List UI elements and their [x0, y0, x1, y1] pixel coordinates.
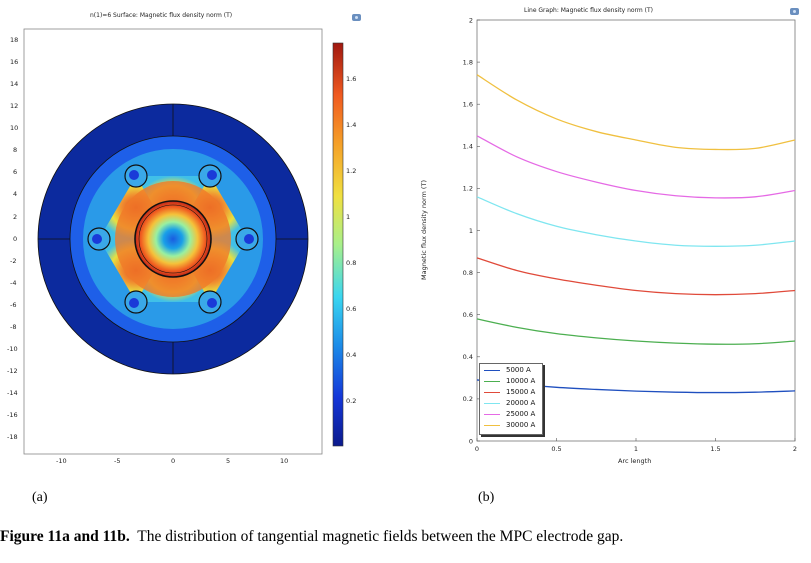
y-tick-label: 0.6 — [463, 311, 473, 319]
surface-plot — [23, 28, 344, 455]
y-tick-label: 8 — [13, 146, 18, 154]
colorbar-tick: 1.6 — [346, 75, 357, 83]
series-line — [476, 257, 796, 296]
y-tick-label: -12 — [7, 367, 18, 375]
colorbar-tick: 0.8 — [346, 259, 357, 267]
figure-caption: Figure 11a and 11b. The distribution of … — [0, 528, 623, 546]
y-tick-label: 0.8 — [463, 269, 473, 277]
x-tick-label: 1 — [634, 445, 638, 453]
y-tick-label: -10 — [7, 345, 18, 353]
legend-entry: 10000 A — [484, 377, 535, 388]
y-tick-label: 2 — [469, 16, 473, 24]
y-tick-label: 10 — [10, 124, 19, 132]
legend-entry: 5000 A — [484, 366, 531, 377]
line-graph-panel: Line Graph: Magnetic flux density norm (… — [420, 0, 811, 475]
chart-legend: 5000 A 10000 A 15000 A 20000 A 25000 A 3… — [479, 363, 543, 435]
caption-text: The distribution of tangential magnetic … — [137, 528, 624, 545]
series-line — [476, 196, 796, 247]
legend-entry: 15000 A — [484, 388, 535, 399]
y-tick-label: 16 — [10, 58, 19, 66]
y-tick-label: 12 — [10, 102, 19, 110]
caption-bold: Figure 11a and 11b. — [0, 528, 130, 545]
y-tick-label: -6 — [10, 301, 17, 309]
line-chart: 0 0.2 0.4 0.6 0.8 1 1.2 1.4 1.6 1.8 2 0 0.5 1 1.5 2 — [463, 16, 797, 453]
y-tick-label: 6 — [13, 168, 18, 176]
y-tick-label: 1.2 — [463, 185, 473, 193]
x-tick-label: 2 — [793, 445, 797, 453]
y-tick-label: 1.6 — [463, 101, 473, 109]
legend-entry: 30000 A — [484, 421, 535, 432]
series-line — [476, 318, 796, 345]
x-axis-label: Arc length — [618, 457, 652, 465]
y-tick-label: 2 — [13, 213, 18, 221]
y-tick-label: 0.2 — [463, 395, 473, 403]
y-tick-label: 18 — [10, 36, 19, 44]
y-tick-label: -18 — [7, 433, 18, 441]
x-tick-label: 10 — [280, 457, 289, 465]
x-tick-label: 0 — [171, 457, 176, 465]
y-tick-label: -14 — [7, 389, 18, 397]
colorbar-tick: 1 — [346, 213, 351, 221]
colorbar-tick: 1.2 — [346, 167, 357, 175]
y-tick-label: 4 — [13, 190, 18, 198]
surface-plot-title: n(1)=6 Surface: Magnetic flux density no… — [90, 12, 233, 19]
y-tick-label: 1.8 — [463, 58, 473, 66]
x-tick-label: 0.5 — [551, 445, 561, 453]
y-axis-label: Magnetic flux density norm (T) — [419, 180, 428, 280]
y-tick-label: 0.4 — [463, 353, 473, 361]
y-tick-label: -2 — [10, 257, 17, 265]
legend-entry: 25000 A — [484, 410, 535, 421]
series-line — [476, 135, 796, 199]
colorbar-tick: 0.4 — [346, 351, 357, 359]
colorbar-tick: 1.4 — [346, 121, 357, 129]
colorbar-tick: 0.2 — [346, 397, 357, 405]
camera-icon[interactable] — [790, 8, 799, 15]
y-tick-label: -8 — [10, 323, 17, 331]
y-tick-label: 14 — [10, 80, 19, 88]
x-tick-label: -10 — [56, 457, 67, 465]
x-tick-label: 1.5 — [710, 445, 720, 453]
series-line — [476, 74, 796, 151]
y-tick-label: -16 — [7, 411, 18, 419]
x-tick-label: 0 — [475, 445, 479, 453]
y-tick-label: 1.4 — [463, 143, 473, 151]
legend-entry: 20000 A — [484, 399, 535, 410]
colorbar-tick: 0.6 — [346, 305, 357, 313]
subfigure-label-b: (b) — [478, 490, 495, 505]
surface-plot-panel: n(1)=6 Surface: Magnetic flux density no… — [0, 0, 370, 470]
line-graph-title: Line Graph: Magnetic flux density norm (… — [524, 7, 654, 14]
y-tick-label: -4 — [10, 279, 17, 287]
x-tick-label: 5 — [226, 457, 231, 465]
y-tick-label: 0 — [469, 437, 473, 445]
camera-icon[interactable] — [352, 14, 361, 21]
x-tick-label: -5 — [114, 457, 121, 465]
subfigure-label-a: (a) — [32, 490, 48, 505]
y-tick-label: 0 — [13, 235, 18, 243]
y-tick-label: 1 — [469, 227, 473, 235]
